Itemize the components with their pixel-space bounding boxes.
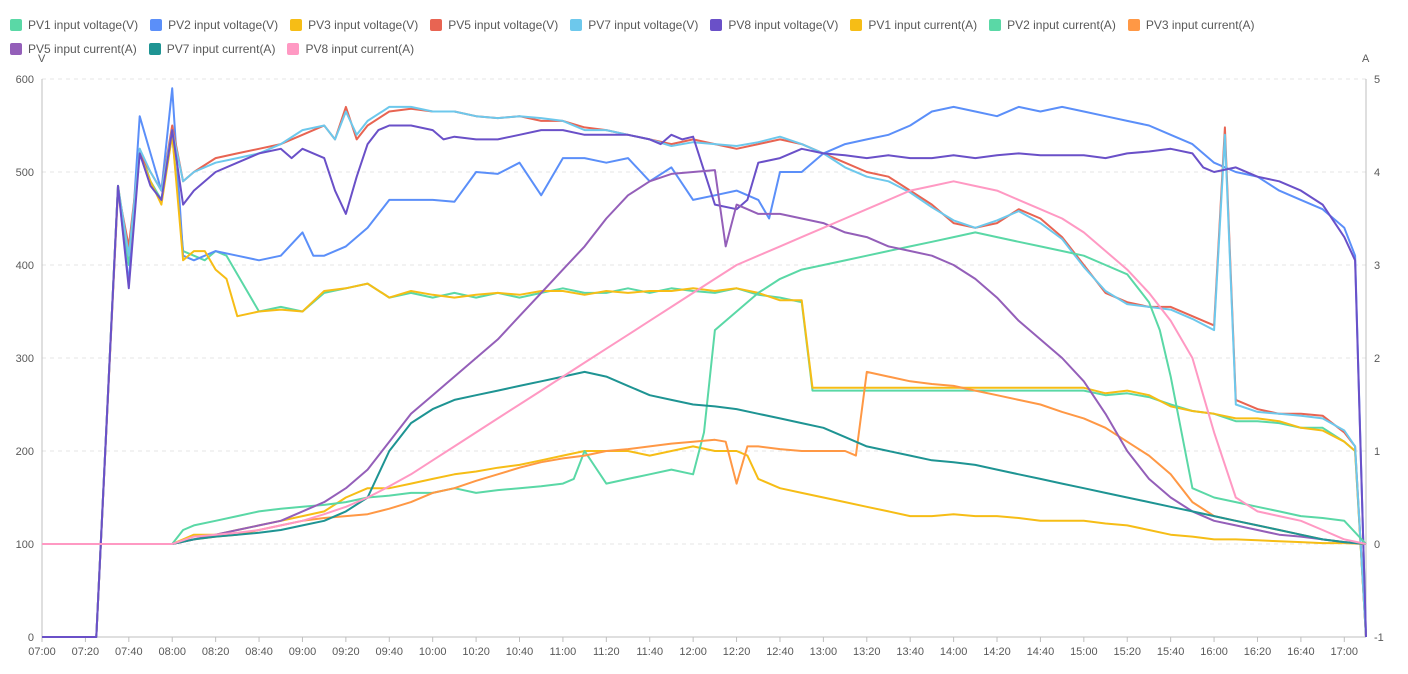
legend-item[interactable]: PV3 input current(A)	[1127, 14, 1255, 36]
legend-swatch	[10, 19, 22, 31]
legend-swatch	[148, 43, 161, 55]
legend-item[interactable]: PV1 input voltage(V)	[10, 14, 138, 36]
legend-swatch	[710, 19, 723, 31]
legend-label: PV5 input voltage(V)	[448, 18, 559, 32]
right-tick-label: 4	[1374, 167, 1380, 179]
legend-swatch	[290, 19, 303, 31]
legend-swatch	[150, 19, 163, 31]
legend-label: PV1 input voltage(V)	[28, 18, 139, 32]
legend-label: PV7 input voltage(V)	[588, 18, 699, 32]
legend-item[interactable]: PV2 input voltage(V)	[150, 14, 278, 36]
series-line-9	[42, 370, 1367, 545]
x-tick-label: 11:00	[550, 646, 577, 658]
x-tick-label: 11:20	[593, 646, 620, 658]
legend-label: PV7 input current(A)	[166, 42, 276, 56]
x-tick-label: 11:40	[636, 646, 663, 658]
legend-swatch	[850, 19, 863, 31]
legend-label: PV2 input current(A)	[1007, 18, 1116, 32]
series-line-8	[42, 231, 1367, 545]
series-line-10	[42, 169, 1367, 545]
axes: 0 100 200 300 400 500 600 -1 0 1 2 3 4 5 07:00 07:20 07:…	[16, 74, 1384, 658]
x-tick-label: 15:40	[1157, 646, 1185, 658]
legend-item[interactable]: PV8 input voltage(V)	[710, 14, 838, 36]
x-tick-label: 09:20	[332, 646, 360, 658]
legend-swatch	[430, 19, 443, 31]
x-tick-label: 12:40	[766, 646, 794, 658]
x-tick-label: 13:20	[853, 646, 881, 658]
left-tick-label: 300	[16, 353, 34, 365]
legend-label: PV5 input current(A)	[28, 42, 137, 56]
x-tick-label: 16:00	[1200, 646, 1228, 658]
x-tick-label: 10:00	[419, 646, 447, 658]
x-tick-label: 08:20	[202, 646, 230, 658]
x-tick-label: 15:20	[1113, 646, 1141, 658]
legend-swatch	[287, 43, 300, 55]
right-tick-label: 1	[1374, 446, 1380, 458]
series-line-1	[42, 133, 1367, 638]
legend-item[interactable]: PV5 input voltage(V)	[430, 14, 558, 36]
legend-swatch	[1127, 19, 1140, 31]
legend-item[interactable]: PV8 input current(A)	[287, 38, 414, 60]
legend-label: PV8 input current(A)	[305, 42, 415, 56]
legend-swatch	[10, 43, 22, 55]
legend-label: PV3 input voltage(V)	[308, 18, 419, 32]
left-tick-label: 400	[16, 260, 34, 272]
x-tick-label: 15:00	[1070, 646, 1098, 658]
legend-swatch	[989, 19, 1002, 31]
legend-label: PV8 input voltage(V)	[728, 18, 839, 32]
x-tick-label: 07:40	[115, 646, 143, 658]
x-tick-label: 14:00	[940, 646, 968, 658]
right-tick-label: 0	[1374, 539, 1380, 551]
x-tick-label: 12:20	[723, 646, 751, 658]
x-tick-label: 10:20	[462, 646, 490, 658]
x-tick-label: 16:20	[1244, 646, 1272, 658]
x-tick-label: 14:40	[1027, 646, 1055, 658]
series-line-6	[42, 124, 1367, 638]
right-axis-unit: A	[1362, 53, 1370, 65]
series-line-4	[42, 105, 1367, 638]
left-tick-label: 600	[16, 74, 34, 86]
series-line-7	[42, 445, 1367, 545]
series-lines	[42, 87, 1367, 638]
legend-item[interactable]: PV1 input current(A)	[850, 14, 977, 36]
legend-item[interactable]: PV2 input current(A)	[989, 14, 1116, 36]
series-line-2	[42, 87, 1367, 638]
x-tick-label: 14:20	[983, 646, 1011, 658]
right-tick-label: 3	[1374, 260, 1380, 272]
series-line-11	[42, 370, 1367, 545]
x-tick-label: 13:40	[896, 646, 924, 658]
left-tick-label: 0	[28, 632, 34, 644]
x-tick-label: 09:00	[289, 646, 317, 658]
series-line-3	[42, 133, 1367, 638]
x-tick-label: 08:40	[245, 646, 273, 658]
legend-item[interactable]: PV7 input current(A)	[148, 38, 276, 60]
legend-item[interactable]: PV7 input voltage(V)	[570, 14, 698, 36]
x-tick-label: 09:40	[376, 646, 404, 658]
left-tick-label: 500	[16, 167, 34, 179]
legend-item[interactable]: PV3 input voltage(V)	[290, 14, 418, 36]
series-line-5	[42, 105, 1367, 638]
left-tick-label: 100	[16, 539, 34, 551]
left-tick-label: 200	[16, 446, 34, 458]
x-tick-label: 12:00	[679, 646, 707, 658]
right-tick-label: -1	[1374, 632, 1384, 644]
x-tick-label: 16:40	[1287, 646, 1315, 658]
series-line-12	[42, 180, 1367, 545]
right-tick-label: 5	[1374, 74, 1380, 86]
legend-swatch	[570, 19, 583, 31]
x-tick-label: 08:00	[158, 646, 186, 658]
legend: PV1 input voltage(V) PV2 input voltage(V)…	[10, 14, 1400, 62]
x-tick-label: 07:20	[72, 646, 100, 658]
right-tick-label: 2	[1374, 353, 1380, 365]
legend-item[interactable]: PV5 input current(A)	[10, 38, 137, 60]
x-tick-label: 13:00	[810, 646, 838, 658]
x-tick-label: 10:40	[506, 646, 534, 658]
left-axis-unit: V	[38, 53, 46, 65]
legend-label: PV2 input voltage(V)	[168, 18, 279, 32]
x-tick-label: 07:00	[28, 646, 56, 658]
x-tick-label: 17:00	[1331, 646, 1359, 658]
legend-label: PV1 input current(A)	[868, 18, 978, 32]
legend-label: PV3 input current(A)	[1145, 18, 1255, 32]
